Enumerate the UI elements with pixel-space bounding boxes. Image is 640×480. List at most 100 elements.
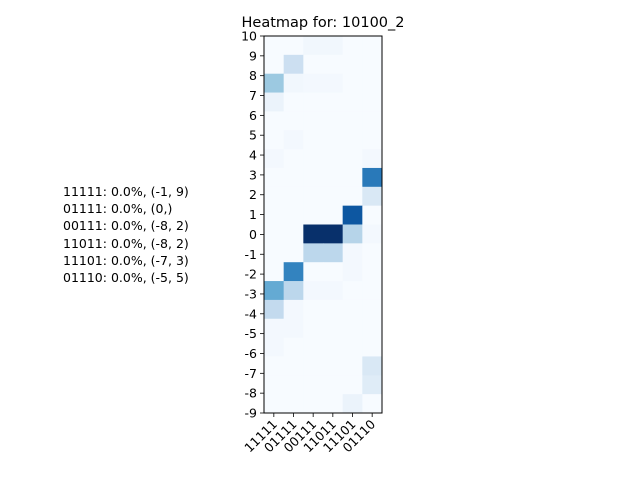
heatmap-cell bbox=[303, 92, 324, 112]
heatmap-cell bbox=[303, 394, 324, 414]
annotation-line: 01110: 0.0%, (-5, 5) bbox=[63, 269, 189, 285]
heatmap-cell bbox=[323, 394, 344, 414]
heatmap-cell bbox=[264, 111, 285, 131]
heatmap-cell bbox=[323, 262, 344, 282]
heatmap-cell bbox=[362, 36, 383, 56]
heatmap-cell bbox=[264, 299, 285, 320]
heatmap-cell bbox=[283, 73, 304, 93]
heatmap-cell bbox=[283, 54, 304, 75]
heatmap-cell bbox=[303, 130, 324, 150]
heatmap-cell bbox=[264, 186, 285, 207]
y-tick-label: -8 bbox=[245, 386, 258, 401]
heatmap-cell bbox=[323, 167, 344, 188]
heatmap-cell bbox=[283, 92, 304, 112]
y-tick-label: -4 bbox=[245, 306, 258, 321]
heatmap-cell bbox=[303, 54, 324, 75]
heatmap-cell bbox=[303, 262, 324, 282]
heatmap-cell bbox=[283, 149, 304, 169]
heatmap-cell bbox=[264, 337, 285, 357]
y-tick-label: -2 bbox=[245, 267, 257, 282]
heatmap-cell bbox=[323, 149, 344, 169]
heatmap-cell bbox=[362, 149, 383, 169]
heatmap-cell bbox=[362, 111, 383, 131]
heatmap-cell bbox=[283, 186, 304, 207]
heatmap-cell bbox=[264, 149, 285, 169]
heatmap-cell bbox=[283, 299, 304, 320]
heatmap-cell bbox=[283, 205, 304, 225]
heatmap-cell bbox=[264, 375, 285, 395]
y-tick-label: -7 bbox=[245, 366, 257, 381]
heatmap-cell bbox=[362, 224, 383, 244]
heatmap-cell bbox=[342, 243, 363, 263]
heatmap-cell bbox=[342, 130, 363, 150]
y-tick-label: 8 bbox=[249, 68, 257, 83]
heatmap-cell bbox=[362, 130, 383, 150]
heatmap-cell bbox=[342, 186, 363, 207]
y-tick-label: 5 bbox=[249, 128, 257, 143]
heatmap-cell bbox=[264, 394, 285, 414]
annotation-legend: 11111: 0.0%, (-1, 9) 01111: 0.0%, (0,) 001… bbox=[63, 183, 189, 286]
heatmap-cell bbox=[362, 73, 383, 93]
heatmap-cell bbox=[264, 36, 285, 56]
y-tick-label: 7 bbox=[249, 88, 257, 103]
heatmap-cell bbox=[303, 375, 324, 395]
heatmap-cells bbox=[264, 36, 383, 414]
heatmap-cell bbox=[303, 36, 324, 56]
heatmap-cell bbox=[303, 73, 324, 93]
heatmap-cell bbox=[342, 375, 363, 395]
heatmap-cell bbox=[362, 318, 383, 338]
heatmap-cell bbox=[303, 243, 324, 263]
y-tick-label: 0 bbox=[249, 227, 257, 242]
heatmap-cell bbox=[323, 224, 344, 244]
annotation-line: 11011: 0.0%, (-8, 2) bbox=[63, 235, 189, 251]
heatmap-cell bbox=[323, 318, 344, 338]
heatmap-cell bbox=[323, 243, 344, 263]
heatmap-cell bbox=[342, 224, 363, 244]
heatmap-cell bbox=[362, 262, 383, 282]
annotation-line: 01111: 0.0%, (0,) bbox=[63, 201, 173, 217]
heatmap-cell bbox=[362, 186, 383, 207]
heatmap-cell bbox=[323, 36, 344, 56]
y-tick-label: -9 bbox=[245, 406, 258, 421]
heatmap-cell bbox=[303, 318, 324, 338]
heatmap-cell bbox=[342, 262, 363, 282]
heatmap-cell bbox=[342, 73, 363, 93]
heatmap-cell bbox=[283, 130, 304, 150]
heatmap-cell bbox=[264, 205, 285, 225]
heatmap-cell bbox=[283, 262, 304, 282]
heatmap-cell bbox=[342, 394, 363, 414]
y-tick-label: -6 bbox=[245, 346, 258, 361]
y-tick-label: -3 bbox=[245, 286, 257, 301]
y-tick-label: 3 bbox=[249, 167, 257, 182]
heatmap-cell bbox=[264, 54, 285, 75]
annotation-line: 00111: 0.0%, (-8, 2) bbox=[63, 218, 189, 234]
heatmap-cell bbox=[264, 130, 285, 150]
heatmap-cell bbox=[303, 149, 324, 169]
annotation-line: 11101: 0.0%, (-7, 3) bbox=[63, 252, 189, 268]
heatmap-cell bbox=[303, 356, 324, 376]
heatmap-cell bbox=[323, 130, 344, 150]
heatmap-cell bbox=[323, 73, 344, 93]
heatmap-cell bbox=[323, 375, 344, 395]
heatmap-cell bbox=[342, 337, 363, 357]
heatmap-cell bbox=[264, 318, 285, 338]
y-tick-label: 6 bbox=[249, 108, 257, 123]
chart-title: Heatmap for: 10100_2 bbox=[242, 15, 405, 31]
y-tick-label: 4 bbox=[249, 148, 257, 163]
heatmap-cell bbox=[283, 167, 304, 188]
heatmap-cell bbox=[303, 299, 324, 320]
heatmap-cell bbox=[264, 262, 285, 282]
heatmap-cell bbox=[362, 299, 383, 320]
heatmap-cell bbox=[283, 224, 304, 244]
heatmap-cell bbox=[323, 205, 344, 225]
heatmap-cell bbox=[362, 394, 383, 414]
heatmap-cell bbox=[342, 167, 363, 188]
heatmap-cell bbox=[342, 205, 363, 225]
heatmap-cell bbox=[362, 337, 383, 357]
heatmap-cell bbox=[362, 205, 383, 225]
heatmap-cell bbox=[264, 73, 285, 93]
annotation-line: 11111: 0.0%, (-1, 9) bbox=[63, 184, 189, 199]
